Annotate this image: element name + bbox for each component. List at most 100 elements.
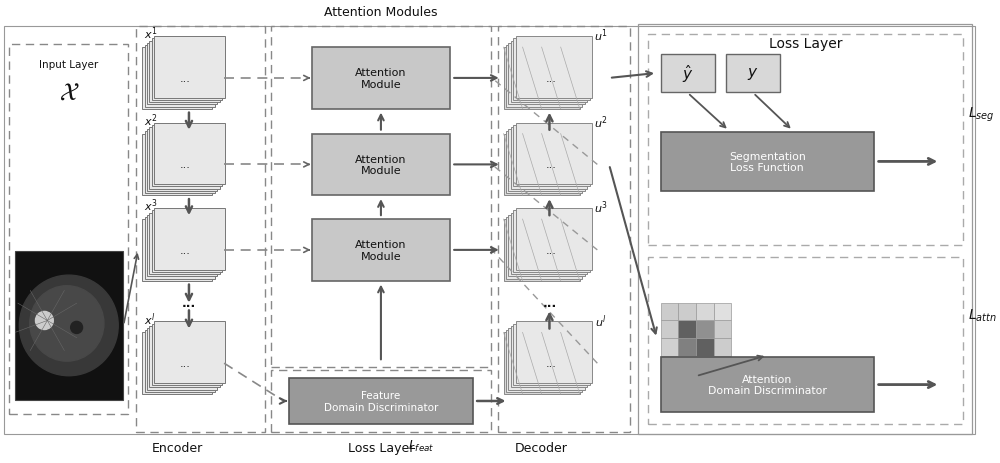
Bar — [506, 218, 582, 279]
Text: Attention
Module: Attention Module — [355, 239, 407, 261]
Text: ...: ... — [545, 160, 556, 170]
Bar — [147, 44, 217, 105]
Text: $x^3$: $x^3$ — [144, 197, 158, 214]
Bar — [154, 209, 225, 270]
Bar — [147, 130, 217, 191]
Bar — [145, 331, 215, 392]
Bar — [4, 27, 975, 434]
Text: $L_{attn}$: $L_{attn}$ — [968, 307, 996, 324]
Bar — [506, 331, 582, 392]
Bar — [312, 134, 450, 196]
Bar — [154, 322, 225, 383]
Bar — [511, 326, 587, 388]
Bar — [312, 219, 450, 281]
Circle shape — [35, 312, 53, 330]
Text: Decoder: Decoder — [515, 441, 568, 454]
Text: Feature
Domain Discriminator: Feature Domain Discriminator — [324, 390, 438, 412]
Text: ...: ... — [180, 160, 191, 170]
Text: ...: ... — [180, 245, 191, 255]
Bar — [511, 213, 587, 275]
Bar — [312, 48, 450, 110]
Text: $u^3$: $u^3$ — [594, 200, 608, 216]
Bar — [15, 251, 123, 400]
Text: ...: ... — [542, 296, 557, 309]
Bar — [648, 257, 963, 424]
Text: $\mathcal{X}$: $\mathcal{X}$ — [59, 81, 79, 105]
Text: ...: ... — [545, 74, 556, 84]
Bar — [271, 27, 491, 367]
Bar — [516, 37, 592, 99]
Text: Input Layer: Input Layer — [39, 60, 98, 70]
Bar — [726, 55, 780, 93]
Bar — [504, 134, 580, 196]
Bar — [149, 326, 220, 388]
Text: ...: ... — [180, 358, 191, 369]
Text: Loss Layer: Loss Layer — [348, 441, 414, 454]
Bar — [142, 48, 212, 110]
Bar — [508, 130, 585, 191]
Bar — [145, 46, 215, 107]
Bar — [516, 322, 592, 383]
Bar — [714, 357, 731, 374]
Bar — [508, 328, 585, 390]
Bar — [149, 128, 220, 189]
Bar — [504, 219, 580, 281]
Text: ...: ... — [545, 358, 556, 369]
Text: $\hat{y}$: $\hat{y}$ — [682, 63, 693, 85]
Bar — [513, 324, 590, 385]
Bar — [152, 39, 222, 101]
Bar — [142, 219, 212, 281]
Bar — [504, 48, 580, 110]
Bar — [142, 134, 212, 196]
Bar — [661, 338, 678, 357]
Text: $L_{seg}$: $L_{seg}$ — [968, 106, 994, 124]
Bar — [508, 44, 585, 105]
Bar — [696, 357, 714, 374]
Bar — [661, 132, 874, 192]
Text: $x^1$: $x^1$ — [144, 26, 158, 43]
Bar — [154, 37, 225, 99]
Text: $y$: $y$ — [747, 66, 759, 82]
Bar — [661, 357, 874, 412]
Bar — [678, 303, 696, 321]
Bar — [504, 333, 580, 394]
Bar — [511, 42, 587, 103]
Bar — [513, 211, 590, 272]
Bar — [149, 42, 220, 103]
Bar — [136, 27, 265, 432]
Text: Encoder: Encoder — [152, 441, 203, 454]
Bar — [498, 27, 630, 432]
Text: $u^l$: $u^l$ — [595, 313, 607, 329]
Text: $u^1$: $u^1$ — [594, 28, 608, 44]
Bar — [648, 35, 963, 245]
Bar — [714, 338, 731, 357]
Bar — [154, 123, 225, 185]
Bar — [152, 211, 222, 272]
Bar — [271, 370, 491, 432]
Circle shape — [71, 322, 83, 334]
Text: Loss Layer: Loss Layer — [769, 37, 842, 51]
Bar — [149, 213, 220, 275]
Bar — [678, 357, 696, 374]
Bar — [638, 25, 972, 434]
Bar — [145, 132, 215, 194]
Text: Attention
Module: Attention Module — [355, 154, 407, 176]
Bar — [513, 39, 590, 101]
Bar — [506, 46, 582, 107]
Bar — [678, 321, 696, 338]
Text: Segmentation
Loss Function: Segmentation Loss Function — [729, 151, 806, 173]
Bar — [508, 215, 585, 277]
Circle shape — [30, 286, 104, 362]
Text: ...: ... — [180, 74, 191, 84]
Text: $x^l$: $x^l$ — [144, 311, 155, 327]
Bar — [142, 333, 212, 394]
Bar — [147, 328, 217, 390]
Bar — [145, 218, 215, 279]
Bar — [152, 324, 222, 385]
Text: Attention
Module: Attention Module — [355, 68, 407, 89]
Bar — [9, 45, 128, 414]
Bar — [147, 215, 217, 277]
Bar — [661, 303, 678, 321]
Text: Attention Modules: Attention Modules — [324, 6, 438, 19]
Bar — [513, 125, 590, 187]
